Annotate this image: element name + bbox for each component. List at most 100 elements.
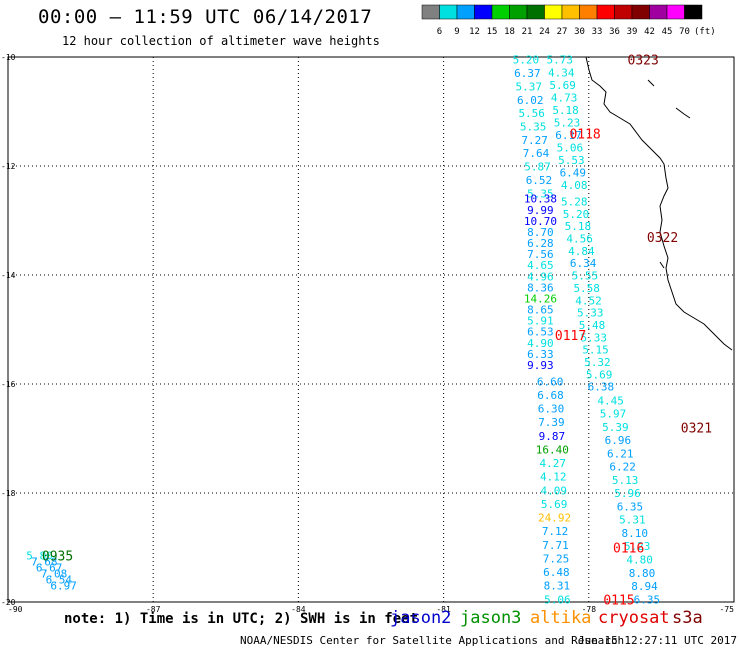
y-tick-label: -12	[1, 162, 16, 171]
wave-height-value: 5.15	[582, 344, 609, 357]
wave-height-value: 6.02	[517, 94, 544, 107]
satellite-name: jason2	[390, 608, 452, 628]
wave-height-value: 4.80	[626, 553, 653, 566]
legend-label: 33	[592, 27, 603, 37]
wave-height-value: 24.92	[538, 512, 571, 525]
wave-height-value: 6.97	[50, 580, 77, 593]
y-tick-label: -20	[1, 598, 16, 607]
wave-height-value: 6.21	[607, 447, 634, 460]
x-tick-label: -81	[436, 605, 451, 614]
wave-height-value: 5.23	[624, 540, 651, 553]
wave-height-value: 6.37	[514, 67, 541, 80]
wave-height-value: 5.69	[549, 79, 576, 92]
wave-height-value: 6.67	[36, 562, 63, 575]
grid-lines	[8, 57, 734, 602]
y-tick-label: -14	[1, 271, 16, 280]
legend-swatch	[684, 4, 703, 20]
wave-height-value: 7.25	[543, 552, 570, 565]
wave-height-value: 9.87	[539, 430, 566, 443]
wave-height-value: 5.13	[612, 474, 639, 487]
wave-height-value: 6.35	[634, 593, 661, 606]
x-tick-label: -75	[720, 605, 735, 614]
wave-height-value: 5.20	[513, 54, 540, 67]
wave-height-value: 4.27	[540, 457, 567, 470]
y-tick-label: -16	[1, 380, 16, 389]
wave-height-value: 5.18	[565, 220, 592, 233]
wave-height-value: 6.28	[527, 237, 554, 250]
pass-labels: 0323 0118 0322 0117 0321 0116 0115 0935	[42, 54, 712, 609]
wave-height-value: 8.80	[629, 567, 656, 580]
wave-height-value: 5.48	[579, 319, 606, 332]
generated-timestamp: Jun 15 12:27:11 UTC 2017	[578, 634, 737, 647]
wave-height-value: 5.39	[602, 421, 629, 434]
wave-height-value: 4.09	[540, 484, 567, 497]
wave-height-value: 14.26	[524, 292, 557, 305]
wave-height-value: 8.70	[527, 226, 554, 239]
wave-height-value: 4.45	[597, 394, 624, 407]
wave-height-value: 6.53	[527, 326, 554, 339]
wave-height-value: 5.35	[527, 187, 554, 200]
pass-time-label: 0118	[569, 127, 600, 142]
wave-height-value: 6.54	[46, 574, 73, 587]
wave-height-value: 6.33	[527, 348, 554, 361]
wave-height-value: 7.27	[521, 134, 548, 147]
wave-height-value: 7.56	[527, 248, 554, 261]
wave-height-value: 7.68	[31, 556, 58, 569]
legend-label: 36	[609, 27, 620, 37]
wave-height-value: 5.80	[26, 550, 53, 563]
wave-height-value: 6.52	[526, 174, 553, 187]
legend-label: 21	[522, 27, 533, 37]
wave-height-value: 6.48	[543, 566, 570, 579]
wave-height-value: 7.12	[542, 525, 569, 538]
wave-height-value: 5.58	[573, 282, 600, 295]
wave-height-value: 4.08	[561, 179, 588, 192]
color-legend: 6 9 12 15 18 21 24 27 30 33 36 39 42 45 70 (ft)	[421, 4, 716, 37]
wave-height-value: 5.32	[584, 356, 611, 369]
wave-height-value: 7.39	[538, 416, 565, 429]
wave-height-value: 6.22	[609, 461, 636, 474]
x-tick-label: -87	[146, 605, 161, 614]
wave-height-value: 5.33	[577, 307, 604, 320]
wave-height-value: 6.30	[538, 403, 565, 416]
units-note: note: 1) Time is in UTC; 2) SWH is in fe…	[64, 611, 419, 627]
wave-height-value: 5.55	[572, 270, 599, 283]
wave-height-value: 8.36	[527, 281, 554, 294]
wave-height-value: 5.35	[520, 120, 547, 133]
wave-height-value: 6.68	[537, 389, 564, 402]
wave-height-value: 5.91	[527, 315, 554, 328]
map-frame	[7, 56, 735, 603]
legend-label: 24	[539, 27, 550, 37]
wave-height-value: 9.93	[527, 359, 554, 372]
wave-height-value: 5.20	[563, 208, 590, 221]
legend-label: 6	[437, 27, 442, 37]
wave-height-value: 6.34	[570, 257, 597, 270]
wave-height-value: 5.53	[558, 154, 585, 167]
track-values: 5.206.375.376.025.565.357.277.645.876.52…	[26, 54, 660, 607]
wave-height-value: 8.65	[527, 304, 554, 317]
pass-time-label: 0117	[555, 329, 586, 344]
wave-height-value: 5.18	[552, 104, 579, 117]
wave-height-value: 10.70	[524, 215, 557, 228]
wave-height-value: 4.34	[548, 66, 575, 79]
pass-time-label: 0935	[42, 550, 73, 565]
pass-time-label: 0322	[647, 231, 678, 246]
wave-height-value: 4.84	[568, 245, 595, 258]
wave-height-value: 5.31	[619, 514, 646, 527]
satellite-name: altika	[530, 608, 592, 628]
wave-height-value: 16.40	[536, 443, 569, 456]
map-title: 00:00 — 11:59 UTC 06/14/2017	[38, 6, 373, 28]
wave-height-value: 5.87	[524, 161, 551, 174]
wave-height-value: 4.90	[527, 337, 554, 350]
x-tick-label: -78	[582, 605, 597, 614]
legend-label: 12	[469, 27, 480, 37]
pass-time-label: 0321	[681, 422, 712, 437]
legend-label: 30	[574, 27, 585, 37]
wave-height-value: 7.64	[523, 147, 550, 160]
wave-height-value: 5.06	[557, 141, 584, 154]
wave-height-value: 4.65	[527, 259, 554, 272]
wave-height-value: 6.38	[588, 381, 615, 394]
wave-height-value: 4.52	[575, 294, 602, 307]
legend-label: 42	[644, 27, 655, 37]
y-tick-label: -10	[1, 53, 16, 62]
